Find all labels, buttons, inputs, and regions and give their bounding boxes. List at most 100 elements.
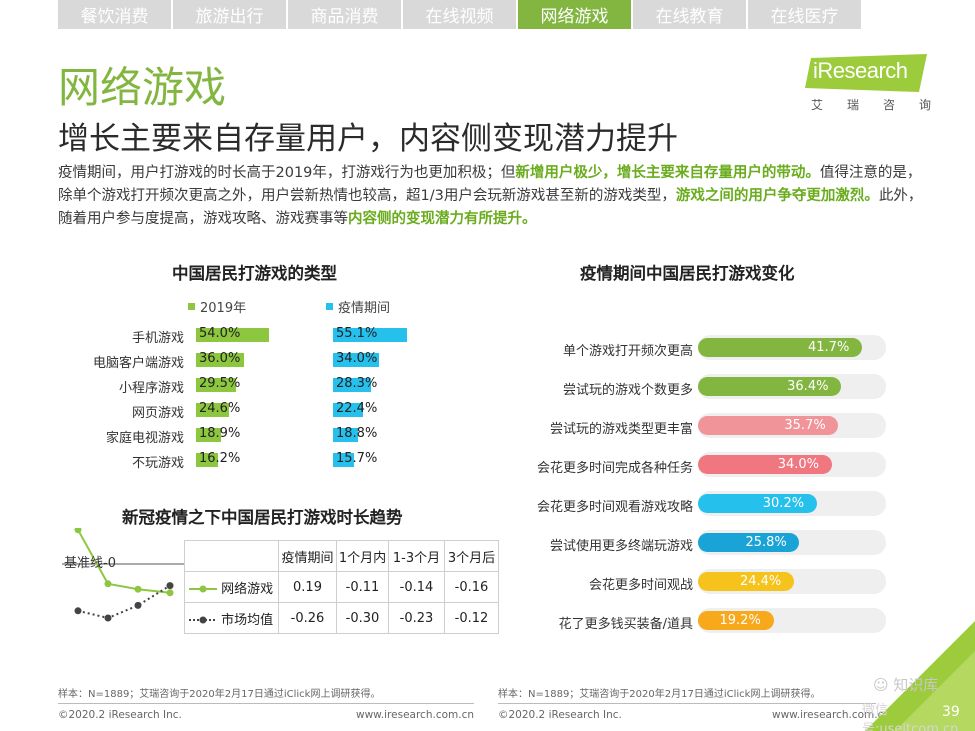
- legend-label: 2019年: [200, 301, 247, 316]
- change-label: 单个游戏打开频次更高: [562, 344, 693, 359]
- bar-value-label: 34.0%: [777, 457, 820, 472]
- url-left[interactable]: www.iresearch.com.cn: [356, 709, 475, 721]
- footer-divider: [58, 703, 474, 704]
- change-label: 尝试使用更多终端玩游戏: [549, 539, 693, 554]
- legend-2019: 2019年: [188, 297, 246, 316]
- page-number: 39: [942, 704, 960, 720]
- url-right[interactable]: www.iresearch.com.cn: [772, 709, 891, 721]
- table-cell: -0.11: [336, 571, 389, 603]
- logo-sub-char: 咨: [882, 98, 895, 112]
- legend-pandemic: 疫情期间: [326, 297, 390, 316]
- category-label: 不玩游戏: [131, 456, 184, 471]
- series-point: [104, 614, 112, 622]
- bar: [333, 453, 355, 467]
- logo-badge-shape: [805, 54, 927, 92]
- intro-segment: 游戏之间的用户争夺更加激烈。: [675, 188, 879, 204]
- watermark-wechat: ☺ 知识库: [873, 674, 938, 695]
- watermark-id: 微信号:useitcom.cn: [862, 703, 959, 731]
- tab-4[interactable]: 网络游戏: [518, 0, 631, 29]
- series-label-game: 网络游戏: [184, 571, 279, 603]
- tab-0[interactable]: 餐饮消费: [58, 0, 171, 29]
- series-label-market: 市场均值: [184, 602, 279, 634]
- bar: [333, 428, 359, 442]
- table-cell: -0.26: [278, 602, 337, 634]
- series-line: [77, 584, 171, 620]
- tab-2[interactable]: 商品消费: [288, 0, 401, 29]
- bar: [196, 328, 269, 342]
- intro-segment: 疫情期间，用户打游戏的时长高于2019年，打游戏行为也更加积极；但: [58, 165, 516, 181]
- legend-swatch: [188, 303, 195, 310]
- bar-value-label: 36.4%: [787, 379, 829, 394]
- series-point: [74, 528, 82, 534]
- logo-sub-char: 询: [918, 98, 931, 112]
- table-header: 1个月内: [336, 540, 389, 572]
- bar-value-label: 55.1%: [336, 326, 378, 341]
- intro-segment: 此外，随着用户参与度提高，游戏攻略、游戏赛事等: [58, 188, 923, 227]
- bar: [196, 453, 218, 467]
- wechat-icon: ☺: [873, 676, 889, 694]
- bar: [698, 338, 862, 357]
- bar: [698, 572, 794, 591]
- change-label: 会花更多时间完成各种任务: [536, 461, 693, 476]
- bar: [333, 378, 371, 392]
- corner-decoration: [865, 621, 975, 731]
- bar-value-label: 36.0%: [199, 351, 241, 366]
- bar-value-label: 24.4%: [739, 574, 782, 589]
- series-name: 网络游戏: [221, 581, 274, 597]
- tab-6[interactable]: 在线医疗: [748, 0, 861, 29]
- series-name: 市场均值: [221, 612, 274, 628]
- table-cell: -0.23: [388, 602, 445, 634]
- series-point: [134, 585, 142, 593]
- bar-value-label: 15.7%: [336, 451, 378, 466]
- series-point: [166, 589, 174, 597]
- bar-value-label: 35.7%: [784, 418, 826, 433]
- bar: [698, 377, 842, 396]
- bar-value-label: 18.9%: [199, 426, 241, 441]
- series-point: [166, 582, 174, 590]
- table-cell: -0.12: [444, 602, 499, 634]
- footer-divider: [498, 703, 876, 704]
- baseline-label: 基准线-0: [64, 556, 116, 571]
- table-row: 市场均值 -0.26 -0.30 -0.23 -0.12: [184, 602, 499, 634]
- intro-segment: 值得注意的是，除单个游戏打开频次更高之外，用户尝新热情也较高，超1/3用户会玩新…: [58, 165, 922, 204]
- change-label: 花了更多钱买装备/道具: [558, 617, 693, 632]
- table-corner: [184, 540, 279, 572]
- series-point: [134, 601, 142, 609]
- intro-segment: 内容侧的变现潜力有所提升。: [348, 211, 537, 227]
- table-cell: -0.14: [388, 571, 445, 603]
- bar-value-label: 29.5%: [199, 376, 241, 391]
- bar: [333, 403, 364, 417]
- legend-label: 疫情期间: [338, 301, 391, 316]
- bar: [698, 611, 774, 630]
- bar-value-label: 18.8%: [336, 426, 378, 441]
- logo-wordmark: iResearch: [813, 58, 908, 83]
- bar: [698, 416, 839, 435]
- copyright-right: ©2020.2 iResearch Inc.: [498, 709, 622, 721]
- logo-subtitle: 艾 瑞 咨 询: [811, 96, 931, 113]
- bar-value-label: 22.4%: [336, 401, 378, 416]
- category-label: 小程序游戏: [118, 381, 184, 396]
- change-label: 尝试玩的游戏类型更丰富: [549, 422, 693, 437]
- watermark-text: 知识库: [893, 676, 939, 694]
- tab-1[interactable]: 旅游出行: [173, 0, 286, 29]
- sample-note-right: 样本：N=1889；艾瑞咨询于2020年2月17日通过iClick网上调研获得。: [498, 689, 821, 700]
- trend-table: 疫情期间 1个月内 1-3个月 3个月后 网络游戏 0.19 -0.11 -0.…: [184, 540, 499, 634]
- logo-sub-char: 瑞: [846, 98, 859, 112]
- copyright-left: ©2020.2 iResearch Inc.: [58, 709, 182, 721]
- tab-5[interactable]: 在线教育: [633, 0, 746, 29]
- category-label: 家庭电视游戏: [105, 431, 184, 446]
- table-row: 网络游戏 0.19 -0.11 -0.14 -0.16: [184, 571, 499, 603]
- tab-3[interactable]: 在线视频: [403, 0, 516, 29]
- series-point: [104, 580, 112, 588]
- iresearch-logo: iResearch 艾 瑞 咨 询: [805, 54, 931, 114]
- sample-note-left: 样本：N=1889；艾瑞咨询于2020年2月17日通过iClick网上调研获得。: [58, 689, 381, 700]
- bar-value-label: 16.2%: [199, 451, 241, 466]
- table-cell: -0.30: [336, 602, 389, 634]
- table-header: 1-3个月: [388, 540, 445, 572]
- bar-value-label: 24.6%: [199, 401, 241, 416]
- legend-swatch: [326, 303, 333, 310]
- change-label: 尝试玩的游戏个数更多: [562, 383, 693, 398]
- types-chart-title: 中国居民打游戏的类型: [172, 264, 337, 283]
- bar-value-label: 28.3%: [336, 376, 378, 391]
- bar: [196, 378, 236, 392]
